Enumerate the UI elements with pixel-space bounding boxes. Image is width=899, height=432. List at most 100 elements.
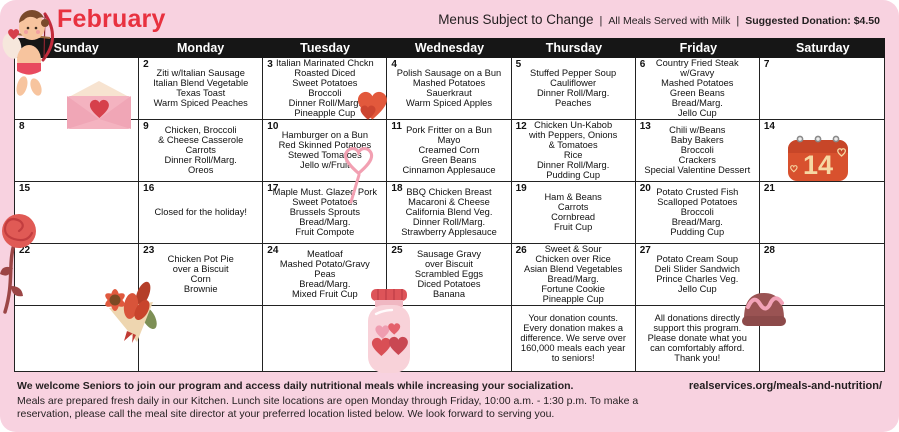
date-number: 24 xyxy=(267,245,279,256)
menu-text: Italian Marinated Chckn Roasted Diced Swee… xyxy=(276,58,374,118)
weekday-sunday: Sunday xyxy=(53,41,99,55)
date-number: 26 xyxy=(515,245,527,256)
day-cell-20: 20 Potato Crusted Fish Scalloped Potatoes B… xyxy=(635,182,760,244)
date-number: 1 xyxy=(19,59,25,70)
date-number: 21 xyxy=(763,183,775,194)
day-cell-2: 2 Ziti w/Italian Sausage Italian Blend Veg… xyxy=(139,58,264,120)
date-number: 23 xyxy=(143,245,155,256)
date-number: 19 xyxy=(515,183,527,194)
footer-details-text: Meals are prepared fresh daily in our Ki… xyxy=(17,395,677,421)
milk-note: All Meals Served with Milk xyxy=(608,14,731,27)
day-cell-21: 21 xyxy=(759,182,884,244)
donation-note: Suggested Donation: $4.50 xyxy=(745,14,880,27)
calendar-grid: 1 2 Ziti w/Italian Sausage Italian Blend Ve… xyxy=(14,58,885,372)
day-cell-22: 22 xyxy=(15,244,140,306)
footer-details-line2: reservation, please call the meal site d… xyxy=(17,408,555,420)
date-number: 25 xyxy=(391,245,403,256)
footer-welcome-text: We welcome Seniors to join our program a… xyxy=(17,380,574,392)
menu-text: Sausage Gravy over Biscuit Scrambled Eggs D… xyxy=(414,249,484,299)
menu-text: Potato Cream Soup Deli Slider Sandwich Pri… xyxy=(654,254,740,294)
day-cell-23: 23 Chicken Pot Pie over a Biscuit Corn Brown… xyxy=(139,244,264,306)
day-cell-12: 12 Chicken Un-Kabob with Peppers, Onions & … xyxy=(511,120,636,182)
weekday-wednesday: Wednesday xyxy=(414,41,485,55)
day-cell-9: 9 Chicken, Broccoli & Cheese Casserole Carr… xyxy=(139,120,264,182)
page-title: February xyxy=(57,4,166,33)
date-number: 9 xyxy=(143,121,149,132)
menu-text: Potato Crusted Fish Scalloped Potatoes Bro… xyxy=(656,187,739,237)
day-cell-8: 8 xyxy=(15,120,140,182)
date-number: 13 xyxy=(639,121,651,132)
menu-text: Chicken Pot Pie over a Biscuit Corn Brownie xyxy=(167,254,234,294)
day-cell-16: 16 Closed for the holiday! xyxy=(139,182,264,244)
date-number: 16 xyxy=(143,183,155,194)
day-cell-5: 5 Stuffed Pepper Soup Cauliflower Dinner Ro… xyxy=(511,58,636,120)
menu-text: Pork Fritter on a Bun Mayo Creamed Corn Gre… xyxy=(402,125,496,175)
weekday-friday: Friday xyxy=(679,41,718,55)
date-number: 6 xyxy=(639,59,646,70)
footer: We welcome Seniors to join our program a… xyxy=(17,380,882,421)
menu-text: Hamburger on a Bun Red Skinned Potatoes St… xyxy=(278,130,372,170)
menu-text: Ziti w/Italian Sausage Italian Blend Vege… xyxy=(153,68,249,108)
weekday-header-row: Sunday Monday Tuesday Wednesday Thursday Frid… xyxy=(14,38,885,58)
date-number: 27 xyxy=(639,245,651,256)
day-cell-17: 17 Maple Must. Glazed Pork Sweet Potatoes B… xyxy=(263,182,388,244)
menu-text: Maple Must. Glazed Pork Sweet Potatoes Bru… xyxy=(272,187,378,237)
date-number: 11 xyxy=(391,121,402,132)
day-cell-27: 27 Potato Cream Soup Deli Slider Sandwich P… xyxy=(635,244,760,306)
date-number: 22 xyxy=(19,245,31,256)
note-text: All donations directly support this progr… xyxy=(647,313,747,363)
day-cell-6: 6 Country Fried Steak w/Gravy Mashed Potato… xyxy=(635,58,760,120)
menu-text: Closed for the holiday! xyxy=(154,207,247,218)
menu-text: Stuffed Pepper Soup Cauliflower Dinner Rol… xyxy=(530,68,617,108)
day-cell-10: 10 Hamburger on a Bun Red Skinned Potatoes… xyxy=(263,120,388,182)
empty-cell xyxy=(759,306,884,371)
day-cell-15: 15 xyxy=(15,182,140,244)
day-cell-7: 7 xyxy=(759,58,884,120)
day-cell-13: 13 Chili w/Beans Baby Bakers Broccoli Cracke… xyxy=(635,120,760,182)
day-cell-25: 25 Sausage Gravy over Biscuit Scrambled Egg… xyxy=(387,244,512,306)
empty-cell xyxy=(387,306,512,371)
menu-text: Country Fried Steak w/Gravy Mashed Potatoe… xyxy=(655,58,739,118)
donation-note-cell: Your donation counts. Every donation make… xyxy=(511,306,636,371)
day-cell-24: 24 Meatloaf Mashed Potato/Gravy Peas Bread/M… xyxy=(263,244,388,306)
donation-note-cell: All donations directly support this progr… xyxy=(635,306,760,371)
menu-text: Chicken, Broccoli & Cheese Casserole Carro… xyxy=(158,125,244,175)
date-number: 20 xyxy=(639,183,651,194)
day-cell-18: 18 BBQ Chicken Breast Macaroni & Cheese Cal… xyxy=(387,182,512,244)
subtitle-main: Menus Subject to Change xyxy=(438,11,594,27)
day-cell-11: 11 Pork Fritter on a Bun Mayo Creamed Corn G… xyxy=(387,120,512,182)
day-cell-28: 28 xyxy=(759,244,884,306)
day-cell-4: 4 Polish Sausage on a Bun Mashed Potatoes S… xyxy=(387,58,512,120)
website-url[interactable]: realservices.org/meals-and-nutrition/ xyxy=(688,380,882,392)
day-cell-3: 3 Italian Marinated Chckn Roasted Diced Swe… xyxy=(263,58,388,120)
date-number: 7 xyxy=(763,59,770,70)
date-number: 28 xyxy=(763,245,775,256)
date-number: 3 xyxy=(267,59,273,70)
calendar: Sunday Monday Tuesday Wednesday Thursday Frid… xyxy=(14,38,885,372)
subtitle-divider: | xyxy=(736,14,740,27)
note-text: Your donation counts. Every donation make… xyxy=(520,313,626,363)
date-number: 8 xyxy=(19,121,25,132)
date-number: 12 xyxy=(515,121,527,132)
day-cell-26: 26 Sweet & Sour Chicken over Rice Asian Ble… xyxy=(511,244,636,306)
date-number: 10 xyxy=(267,121,279,132)
date-number: 15 xyxy=(19,183,31,194)
date-number: 17 xyxy=(267,183,279,194)
weekday-saturday: Saturday xyxy=(796,41,850,55)
weekday-monday: Monday xyxy=(177,41,225,55)
date-number: 5 xyxy=(515,59,522,70)
menu-text: Sweet & Sour Chicken over Rice Asian Blend… xyxy=(524,244,623,304)
empty-cell xyxy=(263,306,388,371)
date-number: 14 xyxy=(763,121,775,132)
menu-text: BBQ Chicken Breast Macaroni & Cheese Calif… xyxy=(401,187,497,237)
empty-cell xyxy=(139,306,264,371)
menu-text: Chili w/Beans Baby Bakers Broccoli Crackers… xyxy=(644,125,751,175)
footer-details-line1: Meals are prepared fresh daily in our Ki… xyxy=(17,395,639,407)
weekday-thursday: Thursday xyxy=(545,41,603,55)
day-cell-1: 1 xyxy=(15,58,140,120)
menu-text: Chicken Un-Kabob with Peppers, Onions & To… xyxy=(528,120,618,180)
menu-text: Meatloaf Mashed Potato/Gravy Peas Bread/Mar… xyxy=(279,249,370,299)
subtitle-divider: | xyxy=(599,14,603,27)
date-number: 4 xyxy=(391,59,397,70)
